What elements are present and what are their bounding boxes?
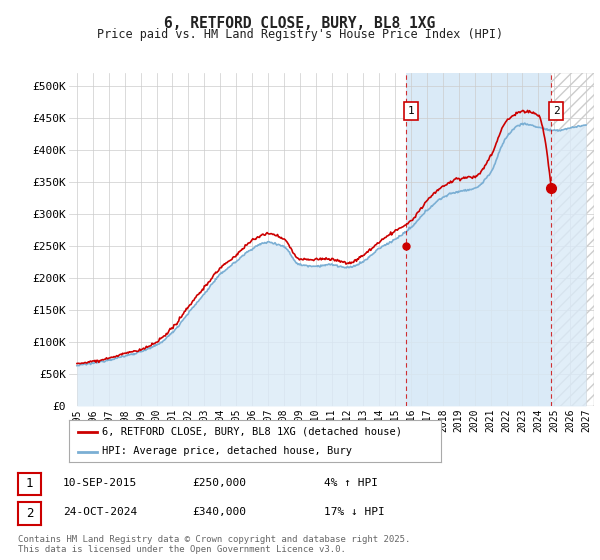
Text: 6, RETFORD CLOSE, BURY, BL8 1XG (detached house): 6, RETFORD CLOSE, BURY, BL8 1XG (detache… (103, 427, 403, 437)
Text: 1: 1 (26, 477, 33, 491)
Text: 10-SEP-2015: 10-SEP-2015 (63, 478, 137, 488)
Text: 4% ↑ HPI: 4% ↑ HPI (324, 478, 378, 488)
Text: £250,000: £250,000 (192, 478, 246, 488)
Text: £340,000: £340,000 (192, 507, 246, 517)
Text: 2: 2 (553, 106, 560, 116)
Text: 24-OCT-2024: 24-OCT-2024 (63, 507, 137, 517)
Text: 2: 2 (26, 507, 33, 520)
Text: Contains HM Land Registry data © Crown copyright and database right 2025.
This d: Contains HM Land Registry data © Crown c… (18, 535, 410, 554)
Text: 6, RETFORD CLOSE, BURY, BL8 1XG: 6, RETFORD CLOSE, BURY, BL8 1XG (164, 16, 436, 31)
Text: HPI: Average price, detached house, Bury: HPI: Average price, detached house, Bury (103, 446, 352, 456)
Text: Price paid vs. HM Land Registry's House Price Index (HPI): Price paid vs. HM Land Registry's House … (97, 28, 503, 41)
Text: 17% ↓ HPI: 17% ↓ HPI (324, 507, 385, 517)
Bar (406, 73, 551, 406)
Text: 1: 1 (407, 106, 414, 116)
Bar (551, 73, 594, 406)
